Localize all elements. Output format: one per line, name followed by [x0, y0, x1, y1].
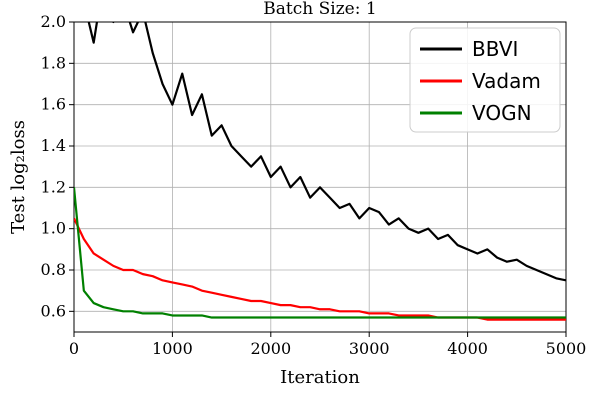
- legend-items: BBVI Vadam VOGN: [420, 37, 541, 125]
- legend-box: [409, 27, 561, 133]
- series-line-vadam: [74, 217, 566, 321]
- y-tick-label: 0.6: [41, 301, 66, 320]
- y-tick-label: 2.0: [41, 12, 66, 31]
- x-tick-label: 5000: [546, 339, 587, 358]
- series-line-bbvi: [74, 22, 566, 282]
- legend-label-vadam: Vadam: [472, 69, 541, 93]
- series-line-vogn: [74, 187, 566, 319]
- series-layer: [74, 22, 566, 321]
- y-axis-label: Test log₂loss: [8, 120, 29, 234]
- y-axis-ticks: 0.6 0.8 1.0 1.2 1.4 1.6 1.8 2.0: [41, 12, 74, 320]
- x-axis-ticks: 0 1000 2000 3000 4000 5000: [69, 332, 586, 358]
- x-tick-label: 4000: [447, 339, 488, 358]
- legend-label-vogn: VOGN: [472, 101, 532, 125]
- x-tick-label: 3000: [349, 339, 390, 358]
- legend-label-bbvi: BBVI: [472, 37, 518, 61]
- y-tick-label: 0.8: [41, 260, 66, 279]
- chart-title: Batch Size: 1: [263, 0, 376, 19]
- legend: BBVI Vadam VOGN: [409, 27, 561, 133]
- x-tick-label: 0: [69, 339, 79, 358]
- y-tick-label: 1.4: [41, 136, 66, 155]
- y-tick-label: 1.8: [41, 53, 66, 72]
- y-tick-label: 1.2: [41, 177, 66, 196]
- x-axis-label: Iteration: [280, 367, 360, 388]
- y-tick-label: 1.0: [41, 219, 66, 238]
- x-tick-label: 2000: [250, 339, 291, 358]
- plot-area: [73, 21, 567, 333]
- x-tick-label: 1000: [152, 339, 193, 358]
- y-tick-label: 1.6: [41, 95, 66, 114]
